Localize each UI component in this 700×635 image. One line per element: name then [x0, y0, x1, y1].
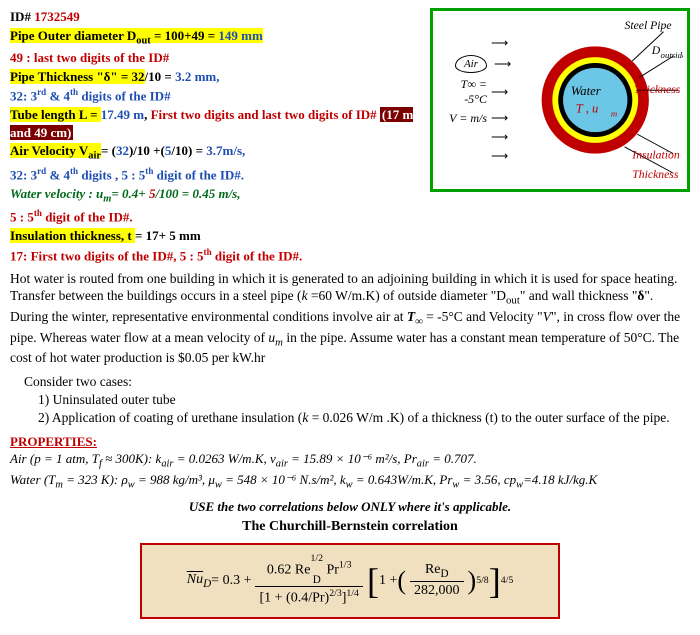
svg-text:Steel Pipe: Steel Pipe: [625, 19, 672, 32]
tinf-label: T∞ = -5°C: [437, 77, 491, 107]
parameter-block: ID# 1732549 Pipe Outer diameter Dout = 1…: [10, 8, 430, 266]
ins-line: Insulation thickness, t = 17+ 5 mm: [10, 227, 424, 245]
svg-text:m: m: [611, 109, 617, 119]
vair-line: Air Velocity Vair= (32)/10 +(5/10) = 3.7…: [10, 142, 424, 164]
svg-text:D: D: [651, 44, 661, 57]
cases-block: Consider two cases: 1) Uninsulated outer…: [24, 373, 690, 428]
correlation-name: The Churchill-Bernstein correlation: [10, 519, 690, 535]
properties-air: Air (p = 1 atm, Tf ≈ 300K): kair = 0.026…: [10, 450, 690, 472]
dout-line: Pipe Outer diameter Dout = 100+49 = 149 …: [10, 27, 424, 49]
pipe-cross-section-icon: Water T , u m Steel Pipe D outside Thick…: [527, 15, 683, 185]
vair-note: 32: 3rd & 4th digits , 5 : 5th digit of …: [10, 165, 424, 184]
svg-text:Thickness: Thickness: [634, 83, 681, 96]
id-value: 1732549: [34, 9, 80, 24]
thickness-note: 32: 3rd & 4th digits of the ID#: [10, 86, 424, 105]
equation-box: NuD = 0.3 + 0.62 Re1/2D Pr1/3 [1 + (0.4/…: [140, 543, 560, 619]
v-label: V = m/s: [437, 111, 491, 126]
length-line: Tube length L = 17.49 m, First two digit…: [10, 106, 424, 141]
case-2: 2) Application of coating of urethane in…: [38, 409, 690, 427]
svg-text:Thickness: Thickness: [632, 168, 679, 181]
svg-text:Water: Water: [571, 84, 601, 98]
use-correlations-note: USE the two correlations below ONLY wher…: [10, 499, 690, 515]
cases-intro: Consider two cases:: [24, 373, 690, 391]
id-prefix: ID#: [10, 9, 34, 24]
um-note: 5 : 5th digit of the ID#.: [10, 207, 424, 226]
pipe-figure: ⟶ Air ⟶ T∞ = -5°C⟶ V = m/s⟶ ⟶ ⟶ Water T …: [430, 8, 690, 192]
svg-text:outside: outside: [661, 50, 683, 60]
id-line: ID# 1732549: [10, 8, 424, 26]
dout-note: 49 : last two digits of the ID#: [10, 49, 424, 67]
svg-text:T , u: T , u: [576, 102, 599, 116]
air-bubble: Air: [455, 55, 487, 73]
thickness-line: Pipe Thickness "δ" = 32/10 = 3.2 mm,: [10, 68, 424, 86]
arrow-labels: ⟶ Air ⟶ T∞ = -5°C⟶ V = m/s⟶ ⟶ ⟶: [437, 32, 527, 168]
svg-text:Insulation: Insulation: [631, 148, 680, 161]
properties-heading: PROPERTIES:: [10, 434, 690, 450]
um-line: Water velocity : um= 0.4+ 5/100 = 0.45 m…: [10, 185, 424, 207]
properties-water: Water (Tm = 323 K): ρw = 988 kg/m³, μw =…: [10, 471, 690, 493]
case-1: 1) Uninsulated outer tube: [38, 391, 690, 409]
ins-note: 17: First two digits of the ID#, 5 : 5th…: [10, 246, 424, 265]
problem-paragraph: Hot water is routed from one building in…: [10, 270, 690, 367]
